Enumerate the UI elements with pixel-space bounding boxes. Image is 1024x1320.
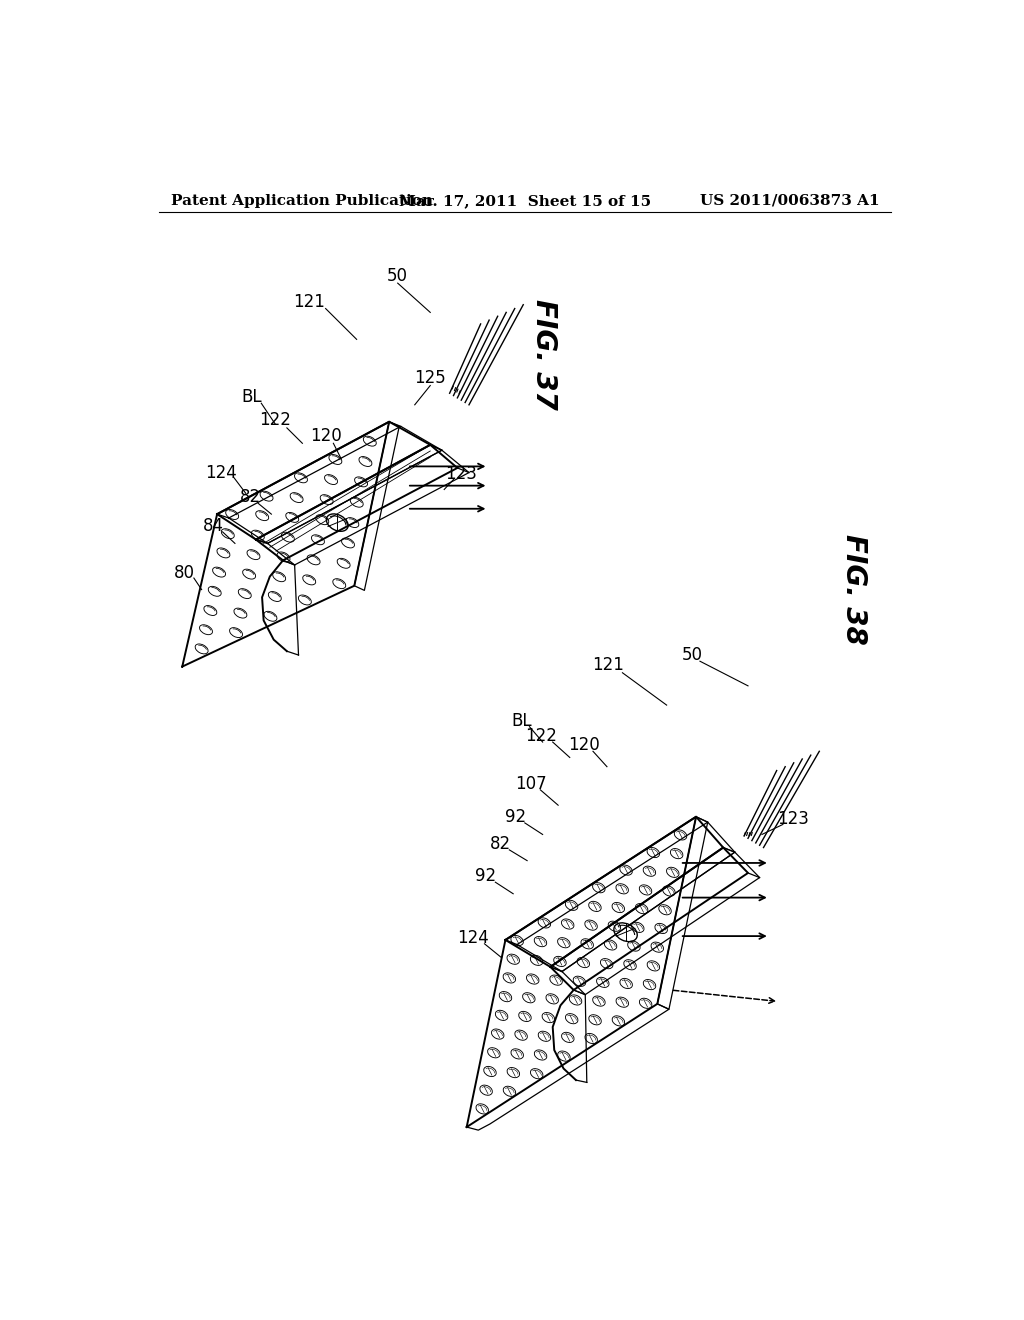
Text: 124: 124 <box>205 463 237 482</box>
Text: 92: 92 <box>475 867 497 884</box>
Text: 82: 82 <box>489 834 511 853</box>
Text: 122: 122 <box>525 727 557 744</box>
Text: 82: 82 <box>240 488 261 506</box>
Text: 107: 107 <box>515 775 547 792</box>
Text: 125: 125 <box>415 368 446 387</box>
Text: FIG. 38: FIG. 38 <box>840 535 868 645</box>
Text: 123: 123 <box>445 465 477 483</box>
Text: 122: 122 <box>259 412 291 429</box>
Text: 92: 92 <box>505 808 526 826</box>
Text: 121: 121 <box>293 293 325 312</box>
Text: 124: 124 <box>457 929 488 946</box>
Text: 80: 80 <box>174 564 196 582</box>
Text: BL: BL <box>242 388 262 407</box>
Text: 123: 123 <box>777 810 809 828</box>
Text: Patent Application Publication: Patent Application Publication <box>171 194 432 207</box>
Text: 120: 120 <box>568 737 600 754</box>
Text: Mar. 17, 2011  Sheet 15 of 15: Mar. 17, 2011 Sheet 15 of 15 <box>398 194 651 207</box>
Text: 121: 121 <box>593 656 625 675</box>
Text: 50: 50 <box>387 267 409 285</box>
Text: 120: 120 <box>309 426 341 445</box>
Text: US 2011/0063873 A1: US 2011/0063873 A1 <box>700 194 880 207</box>
Text: FIG. 37: FIG. 37 <box>530 300 558 411</box>
Text: 50: 50 <box>682 645 702 664</box>
Text: 84: 84 <box>203 517 224 536</box>
Text: BL: BL <box>511 711 532 730</box>
